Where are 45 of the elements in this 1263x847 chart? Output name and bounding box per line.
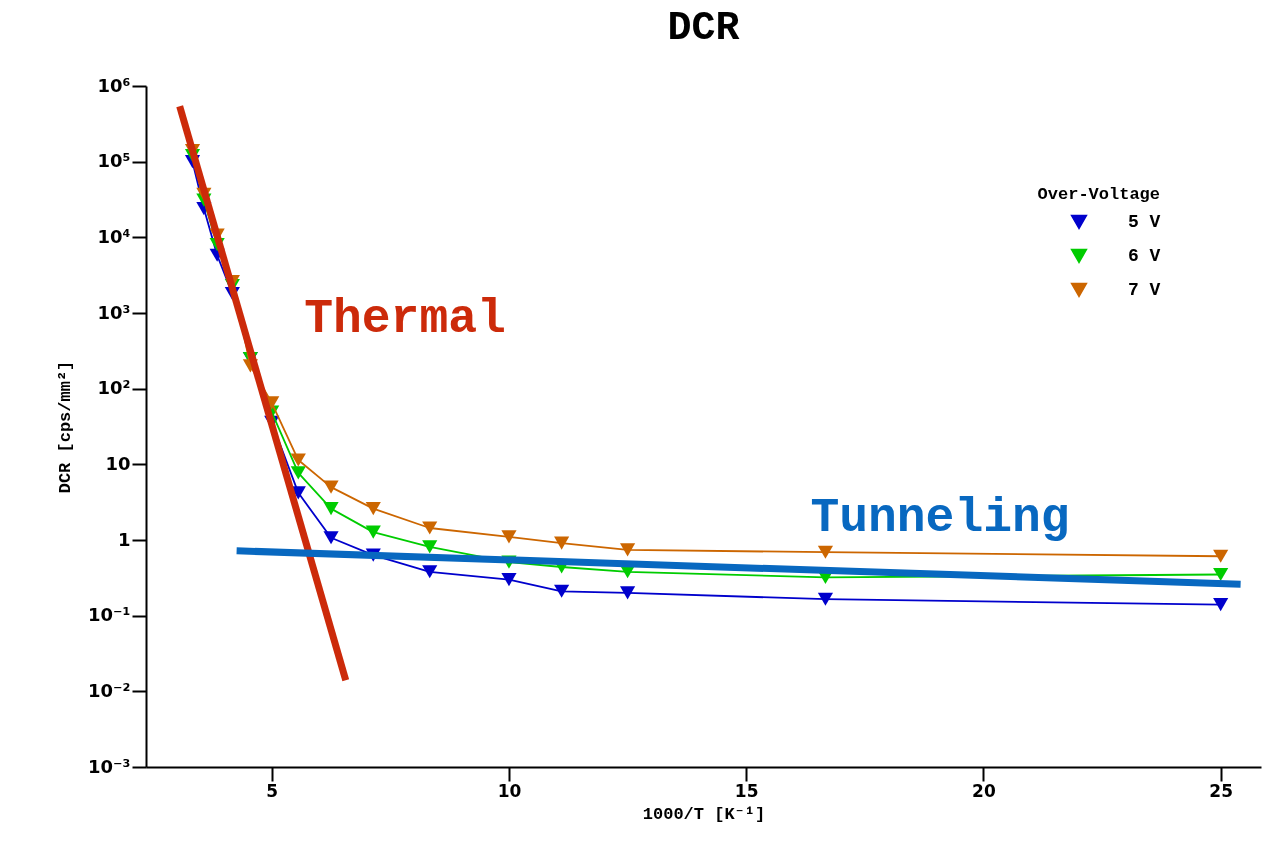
- x-tick-label: 10: [497, 780, 522, 801]
- point: [323, 480, 339, 494]
- point: [1213, 549, 1229, 563]
- point: [1213, 567, 1229, 582]
- y-tick-label: 10⁻¹: [88, 604, 131, 626]
- point: [817, 592, 834, 606]
- y-axis-title: DCR [cps/mm²]: [56, 360, 76, 494]
- point: [365, 525, 381, 539]
- annotation: Thermal: [304, 292, 506, 346]
- point: [620, 586, 636, 600]
- point: [422, 540, 438, 554]
- y-tick-label: 10⁵: [97, 150, 131, 172]
- point: [422, 521, 438, 535]
- chart-title: DCR: [667, 6, 740, 51]
- point: [323, 531, 339, 545]
- y-tick-label: 10⁻³: [88, 755, 131, 777]
- point: [1213, 598, 1229, 612]
- y-tick-label: 10: [105, 452, 131, 474]
- point: [422, 565, 438, 579]
- x-tick-label: 20: [972, 780, 996, 801]
- y-tick-label: 10²: [97, 377, 131, 399]
- y-tick-label: 10⁴: [97, 225, 131, 247]
- point: [554, 536, 570, 550]
- point: [501, 573, 517, 587]
- point: [620, 543, 636, 557]
- x-tick-label: 15: [734, 780, 759, 801]
- y-tick-label: 10⁶: [97, 74, 131, 96]
- y-tick-label: 10⁻²: [88, 679, 131, 701]
- legend-title: Over-Voltage: [1037, 185, 1160, 204]
- x-tick-label: 5: [266, 780, 279, 801]
- point: [323, 502, 339, 516]
- point: [290, 453, 306, 467]
- legend-label: 7 V: [1128, 280, 1161, 300]
- y-tick-label: 10³: [97, 301, 131, 323]
- point: [817, 545, 834, 559]
- legend-label: 5 V: [1128, 212, 1161, 232]
- point: [554, 584, 570, 598]
- x-tick-label: 25: [1209, 780, 1234, 801]
- y-tick-label: 1: [117, 528, 131, 550]
- x-axis-title: 1000/T [K⁻¹]: [642, 804, 766, 824]
- point: [501, 530, 517, 544]
- annotation: Tunneling: [810, 491, 1070, 545]
- point: [365, 502, 381, 516]
- legend-label: 6 V: [1128, 246, 1161, 266]
- point: [290, 466, 306, 480]
